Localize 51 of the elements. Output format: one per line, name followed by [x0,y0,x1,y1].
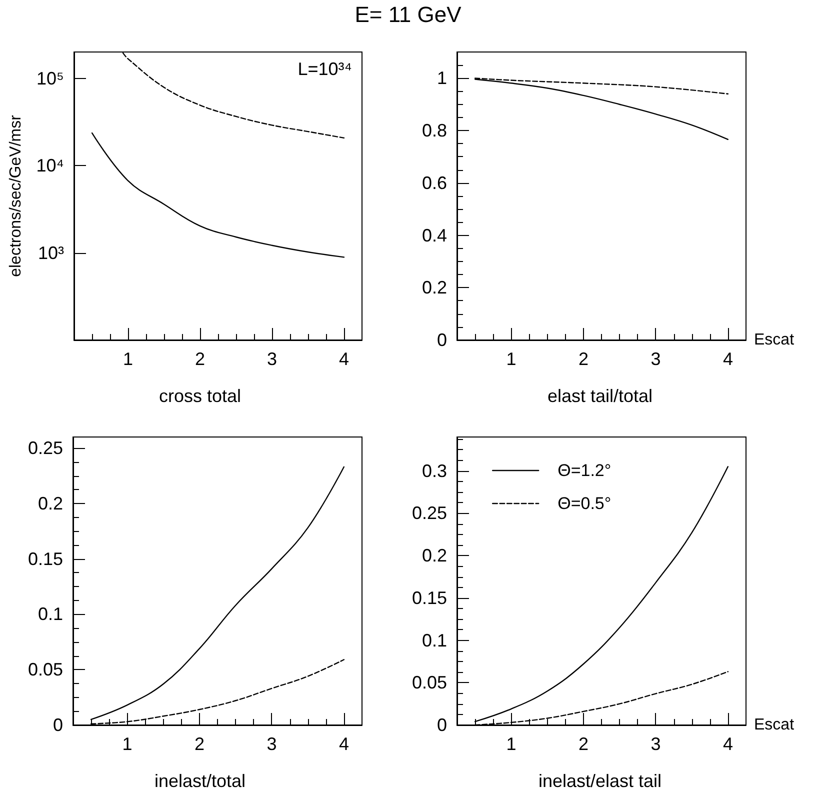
y-tick-label: 0.05 [412,672,447,693]
x-tick-label: 4 [338,349,350,369]
y-tick-label: 0.2 [422,278,447,298]
line-series [91,132,345,258]
y-tick-label: 1 [436,68,447,88]
text: E= 11 GeV [354,2,462,28]
x-tick-label: 1 [506,734,516,754]
x-tick-label: 3 [266,734,277,754]
x-tick-label: 2 [578,349,588,369]
y-tick-label: 0.6 [422,172,447,193]
text: elast tail/total [547,386,653,406]
legend-label: Θ=1.2° [558,461,612,480]
y-tick-label: 10⁴ [36,156,64,176]
y-tick-label: 0 [52,715,63,735]
x-tick-label: 3 [650,734,661,754]
x-tick-label: 4 [338,734,349,754]
y-tick-label: 0.4 [422,225,447,246]
text: inelast/elast tail [538,771,662,791]
x-tick-label: 4 [722,734,733,754]
text: cross total [158,386,242,406]
annotation: L=10³⁴ [298,59,352,79]
y-tick-label: 0.25 [28,438,63,458]
x-tick-label: 4 [722,349,733,369]
y-tick-label: 0 [436,330,447,350]
y-tick-label: 0.15 [412,588,447,608]
y-tick-label: 0.2 [422,546,447,566]
y-tick-label: 0.1 [422,630,447,650]
x-tick-label: 1 [506,349,516,369]
y-tick-label: 0.1 [38,604,63,624]
x-tick-label: 2 [578,734,588,754]
y-tick-label: 0 [436,715,447,735]
y-tick-label: 0.15 [28,548,63,569]
x-tick-label: 2 [194,349,206,369]
x-tick-label: 3 [266,349,278,369]
x-tick-label: 2 [194,734,204,754]
line-series [474,466,729,722]
x-axis-title: Escat [754,716,795,734]
x-tick-label: 1 [122,349,134,369]
y-tick-label: 0.8 [422,120,447,141]
y-tick-label: 0.25 [412,503,447,524]
y-tick-label: 10³ [38,242,64,263]
y-tick-label: 0.05 [28,660,63,680]
x-tick-label: 3 [650,349,661,369]
y-axis-title: electrons/sec/GeV/msr [8,114,24,277]
x-axis-title: Escat [754,332,795,348]
y-tick-label: 10⁵ [36,68,64,88]
y-tick-label: 0.3 [422,460,447,481]
y-tick-label: 0.2 [38,493,63,514]
legend-label: Θ=0.5° [558,494,612,513]
x-tick-label: 1 [122,734,132,754]
text: inelast/total [154,771,246,791]
